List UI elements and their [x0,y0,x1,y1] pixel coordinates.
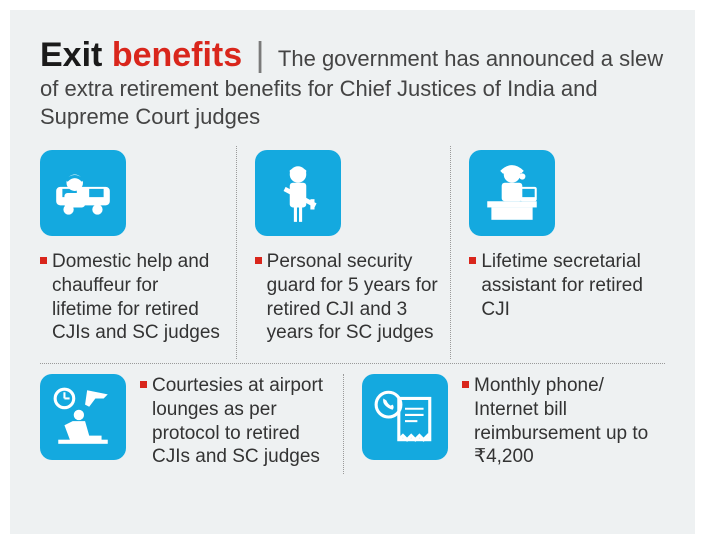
benefits-row-2: Courtesies at airport lounges as per pro… [40,374,665,474]
benefit-text: Domestic help and chauffeur for lifetime… [40,250,224,345]
title: Exit benefits | [40,36,278,74]
guard-icon [255,150,341,236]
benefit-item: Courtesies at airport lounges as per pro… [40,374,344,474]
secretary-icon [469,150,555,236]
chauffeur-icon [40,150,126,236]
benefits-row-1: Domestic help and chauffeur for lifetime… [40,146,665,359]
phone-bill-icon [362,374,448,460]
title-separator: | [256,36,265,74]
header-block: Exit benefits | The government has annou… [40,36,665,130]
benefit-item: Domestic help and chauffeur for lifetime… [40,146,237,359]
title-part2: benefits [112,36,242,74]
benefit-text: Courtesies at airport lounges as per pro… [140,374,327,469]
infographic-card: Exit benefits | The government has annou… [10,10,695,534]
benefit-item: Personal security guard for 5 years for … [237,146,452,359]
benefit-text: Personal security guard for 5 years for … [255,250,439,345]
row-divider [40,363,665,364]
title-part1: Exit [40,36,102,74]
benefit-item: Lifetime secretarial assistant for retir… [451,146,665,359]
benefit-item: Monthly phone/ Internet bill reimburseme… [344,374,665,474]
airport-icon [40,374,126,460]
benefit-text: Lifetime secretarial assistant for retir… [469,250,653,321]
benefit-text: Monthly phone/ Internet bill reimburseme… [462,374,649,469]
